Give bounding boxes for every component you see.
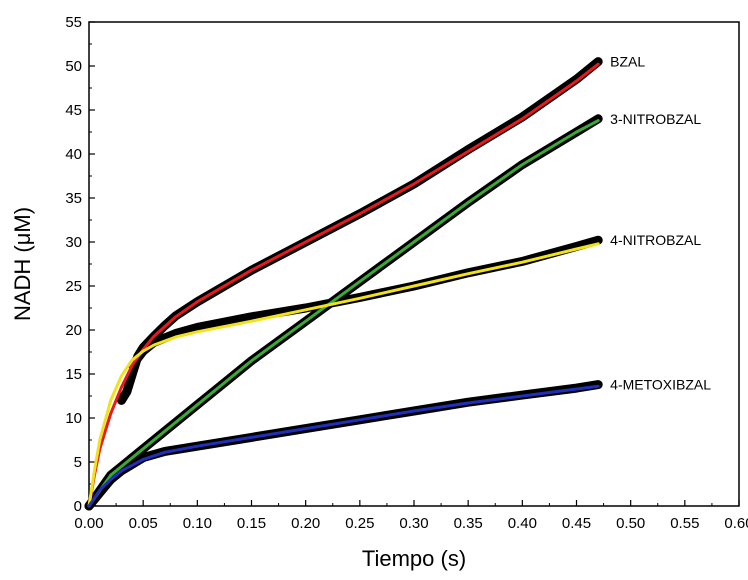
series-label-4-metoxibzal: 4-METOXIBZAL (610, 377, 711, 393)
x-tick-label: 0.60 (724, 515, 748, 532)
y-tick-label: 30 (65, 234, 82, 251)
series-data-bzal (117, 57, 603, 405)
series-label-bzal: BZAL (610, 54, 645, 70)
y-axis-title: NADH (μM) (10, 207, 35, 321)
series-fit-4-nitrobzal (87, 242, 600, 508)
series-fit-3-nitrobzal (87, 119, 600, 508)
series-label-4-nitrobzal: 4-NITROBZAL (610, 232, 701, 248)
x-tick-label: 0.05 (129, 515, 158, 532)
y-tick-label: 0 (74, 498, 82, 515)
y-tick-label: 20 (65, 322, 82, 339)
series-fit-4-metoxibzal (87, 384, 600, 508)
series-fit-bzal (87, 62, 600, 508)
y-tick-label: 35 (65, 190, 82, 207)
series-layer (84, 57, 603, 511)
y-tick-label: 50 (65, 58, 82, 75)
y-tick-label: 15 (65, 366, 82, 383)
x-tick-label: 0.30 (399, 515, 428, 532)
y-tick-label: 40 (65, 146, 82, 163)
y-tick-label: 10 (65, 410, 82, 427)
y-tick-label: 5 (74, 454, 82, 471)
x-tick-label: 0.10 (183, 515, 212, 532)
series-labels: BZAL 3-NITROBZAL 4-NITROBZAL 4-METOXIBZAL (610, 54, 711, 393)
x-tick-label: 0.55 (670, 515, 699, 532)
x-tick-label: 0.50 (616, 515, 645, 532)
x-tick-label: 0.25 (345, 515, 374, 532)
series-data-4-metoxibzal (84, 380, 603, 511)
y-tick-label: 25 (65, 278, 82, 295)
y-tick-label: 45 (65, 102, 82, 119)
x-axis-title: Tiempo (s) (362, 546, 466, 571)
x-tick-label: 0.00 (74, 515, 103, 532)
plot-frame (88, 21, 740, 507)
x-tick-label: 0.40 (508, 515, 537, 532)
x-tick-label: 0.15 (237, 515, 266, 532)
y-tick-label: 55 (65, 14, 82, 31)
x-tick-label: 0.45 (562, 515, 591, 532)
x-tick-label: 0.20 (291, 515, 320, 532)
axis-ticks: 0.00 0.05 0.10 0.15 0.20 0.25 0.30 0.35 0.40 0.45… (65, 14, 748, 532)
x-tick-label: 0.35 (454, 515, 483, 532)
series-label-3-nitrobzal: 3-NITROBZAL (610, 111, 701, 127)
